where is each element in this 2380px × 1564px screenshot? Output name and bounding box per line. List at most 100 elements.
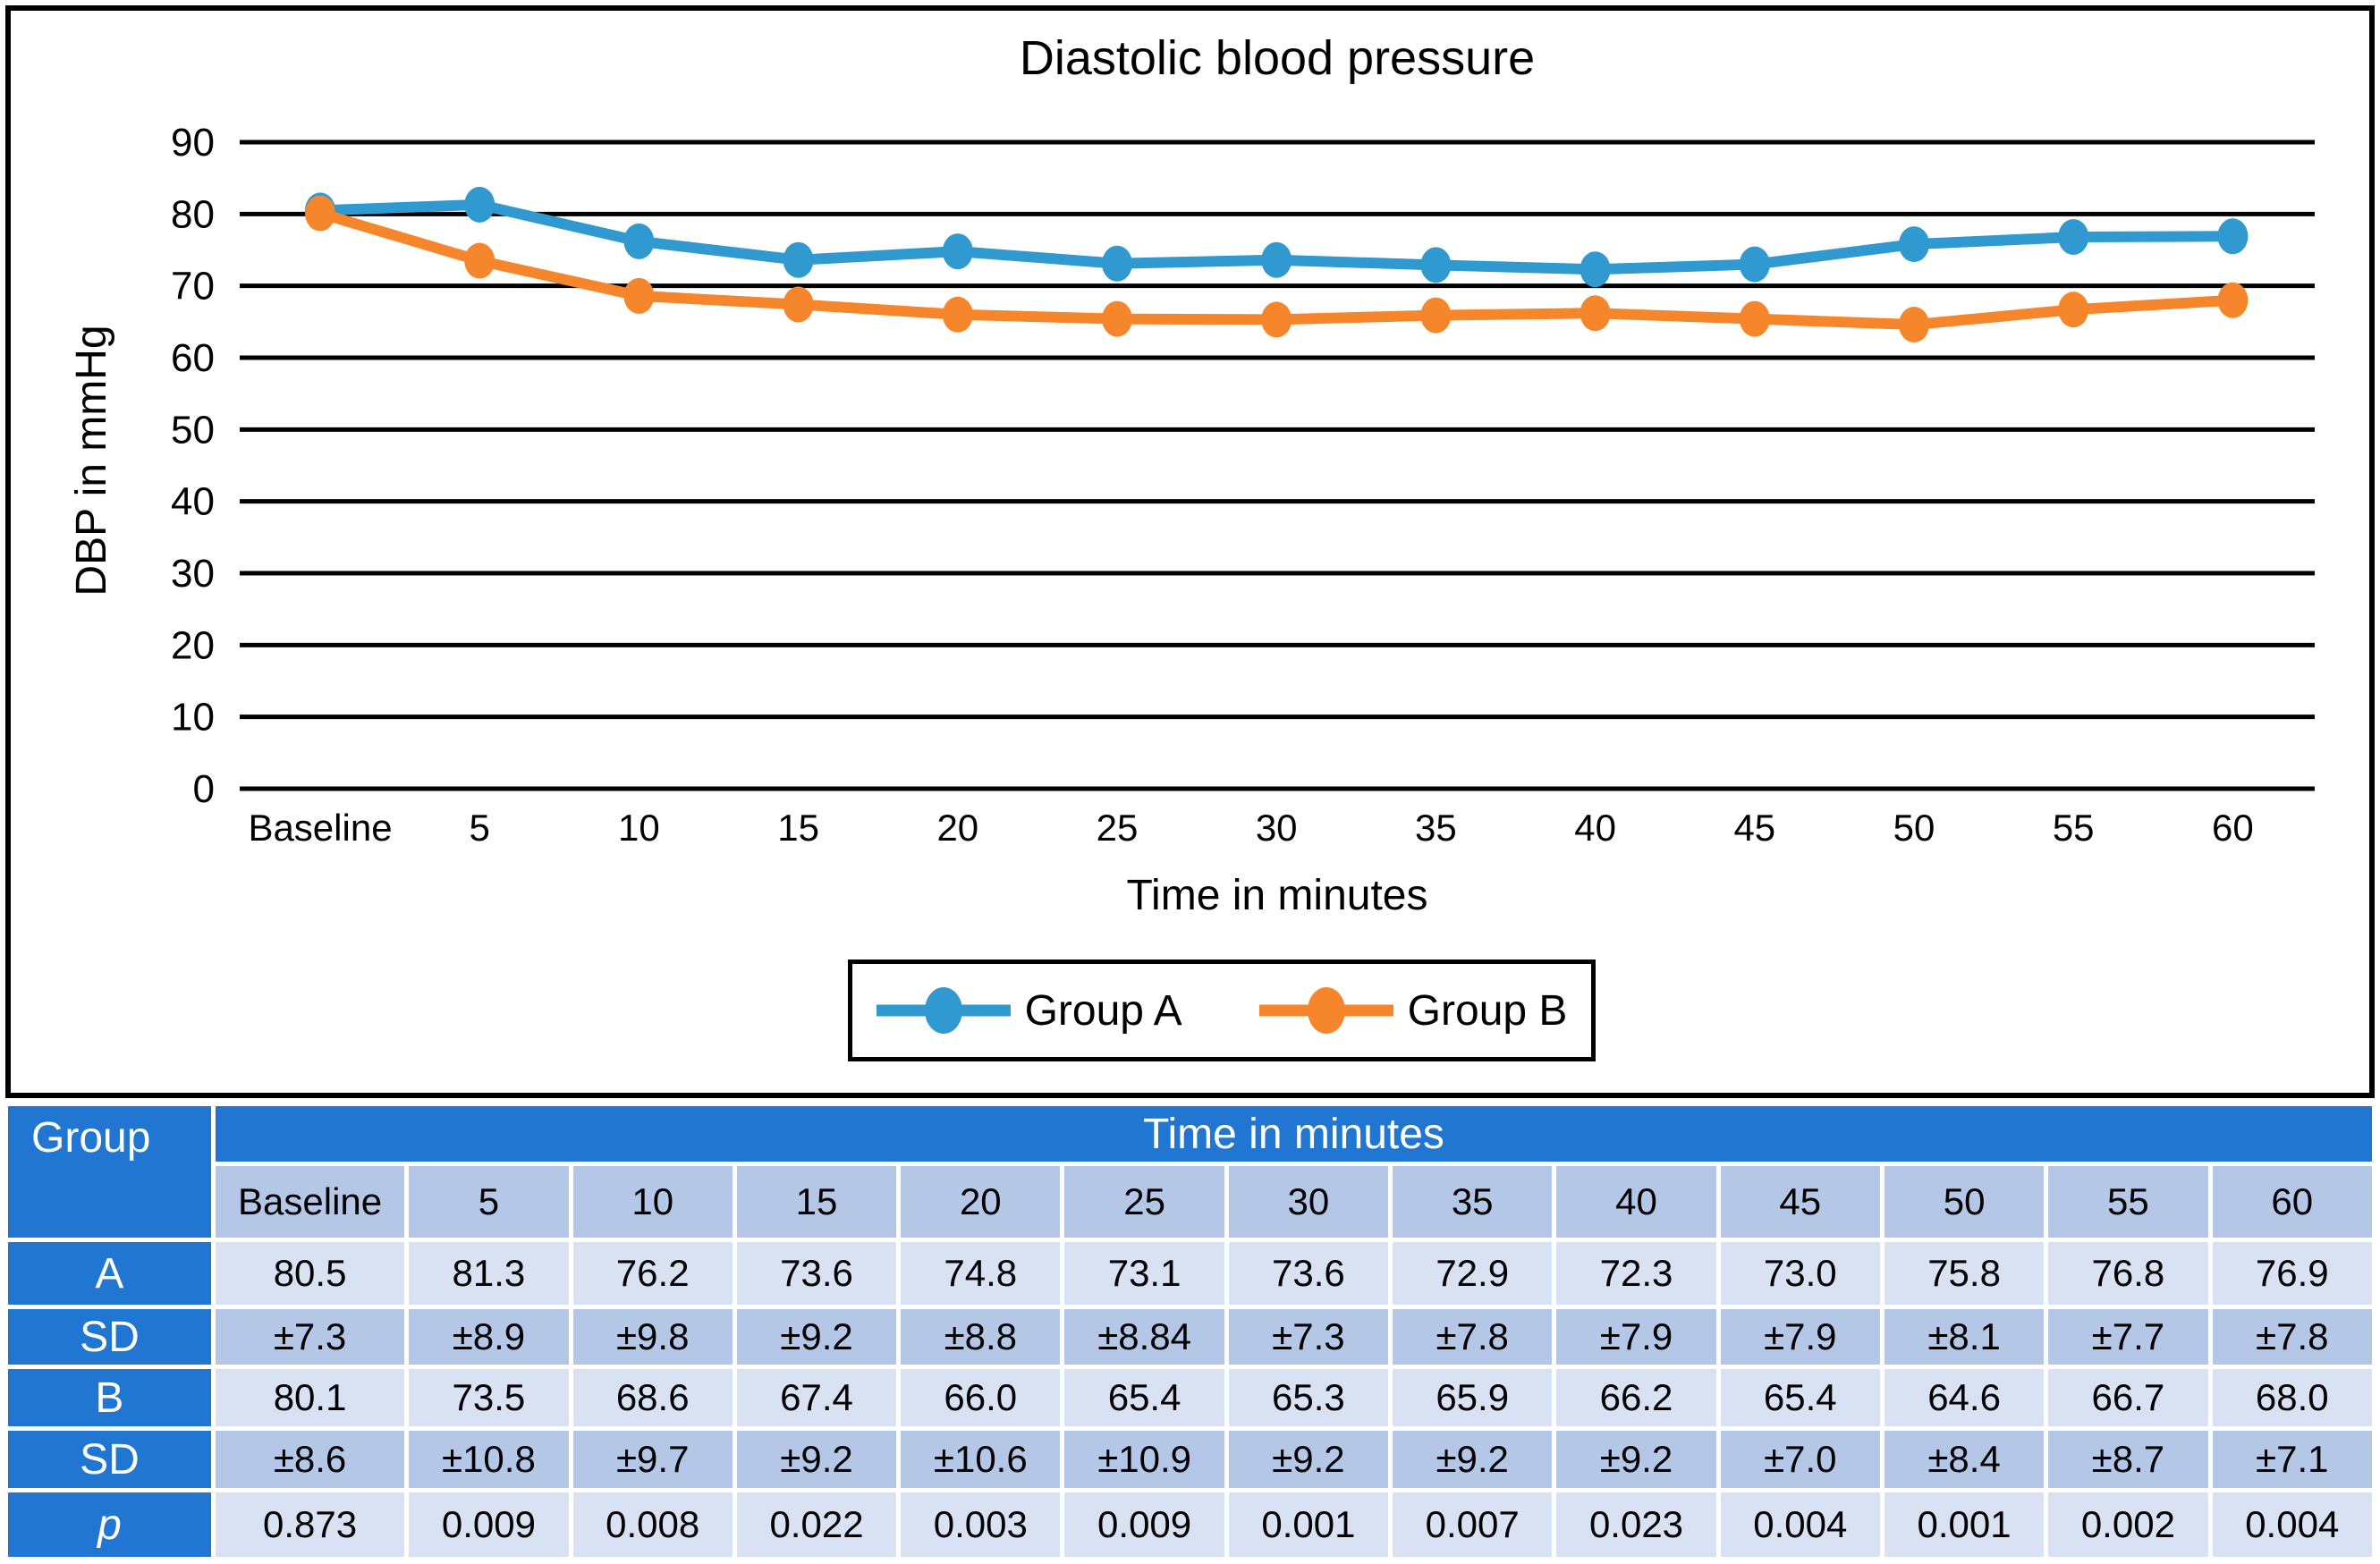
data-point	[783, 286, 814, 323]
data-point	[2217, 218, 2249, 255]
y-tick-label: 50	[171, 408, 215, 452]
column-header-15: 15	[736, 1166, 897, 1238]
x-tick-label: 20	[936, 807, 978, 849]
table-cell: 73.5	[409, 1369, 569, 1426]
y-tick-label: 30	[171, 552, 215, 596]
legend-marker-group-b	[1258, 987, 1393, 1034]
table-cell: 76.8	[2048, 1242, 2208, 1305]
series-group-b	[305, 195, 2249, 343]
x-tick-labels: Baseline 5 10 15 20 25 30 35 40 45 50 55 60	[248, 807, 2253, 849]
chart-figure: 0 10 20 30 40 50 60 70 80 90 Baseline 5 10 15 20 25 30 35…	[5, 5, 2375, 1098]
table-cell: 0.023	[1556, 1492, 1716, 1557]
row-label-sd: SD	[8, 1309, 211, 1365]
table-cell: 73.1	[1064, 1242, 1224, 1305]
legend-marker-group-a	[876, 987, 1011, 1034]
data-point	[2217, 282, 2249, 318]
legend-entry-group-a: Group A	[876, 982, 1182, 1039]
x-tick-label: 55	[2053, 807, 2095, 849]
table-row-b-2: B 80.1 73.5 68.6 67.4 66.0 65.4 65.3 65.9 66.2 65.…	[8, 1369, 2372, 1426]
x-tick-label: 50	[1893, 807, 1935, 849]
y-tick-label: 20	[171, 623, 215, 667]
table-cell: 68.0	[2212, 1369, 2372, 1426]
column-header-45: 45	[1720, 1166, 1880, 1238]
table-cell: 66.0	[901, 1369, 1061, 1426]
table-cell: 68.6	[572, 1369, 733, 1426]
data-point	[1261, 241, 1292, 278]
y-tick-label: 70	[171, 265, 215, 309]
table-row-sd-3: SD ±8.6 ±10.8 ±9.7 ±9.2 ±10.6 ±10.9 ±9.2 ±9.2 ±9.…	[8, 1431, 2372, 1488]
column-header-35: 35	[1393, 1166, 1553, 1238]
y-tick-label: 40	[171, 480, 215, 524]
data-point	[623, 223, 655, 259]
table-cell: 76.2	[572, 1242, 733, 1305]
column-header-5: 5	[409, 1166, 569, 1238]
column-header-55: 55	[2048, 1166, 2208, 1238]
table-row-p-4: p 0.873 0.009 0.008 0.022 0.003 0.009 0.001 0.00…	[8, 1492, 2372, 1557]
table-cell: ±7.3	[215, 1309, 405, 1365]
table-cell: ±8.8	[901, 1309, 1061, 1365]
table-cell: 0.022	[736, 1492, 897, 1557]
y-tick-label: 90	[171, 121, 215, 165]
column-header-60: 60	[2212, 1166, 2372, 1238]
x-tick-label: 5	[470, 807, 490, 849]
table-cell: ±8.7	[2048, 1431, 2208, 1488]
table-cell: 64.6	[1884, 1369, 2045, 1426]
legend-label-group-b: Group B	[1407, 986, 1568, 1035]
data-table-section: Group Time in minutes Baseline 5 10 15 20 25 30 3…	[4, 1102, 2376, 1561]
row-label-a: A	[8, 1242, 211, 1305]
data-point	[942, 296, 973, 333]
table-cell: ±9.2	[736, 1431, 897, 1488]
table-cell: 72.3	[1556, 1242, 1716, 1305]
table-cell: 0.004	[1720, 1492, 1880, 1557]
column-header-40: 40	[1556, 1166, 1716, 1238]
table-cell: 65.4	[1064, 1369, 1224, 1426]
data-point	[1580, 251, 1611, 288]
table-cell: 66.7	[2048, 1369, 2208, 1426]
x-tick-label: 25	[1097, 807, 1139, 849]
time-header-cell: Time in minutes	[215, 1106, 2372, 1162]
table-cell: 0.007	[1393, 1492, 1553, 1557]
legend-entry-group-b: Group B	[1258, 982, 1568, 1039]
chart-title: Diastolic blood pressure	[1019, 31, 1536, 85]
table-cell: 75.8	[1884, 1242, 2045, 1305]
table-cell: 80.5	[215, 1242, 405, 1305]
x-tick-label: Baseline	[248, 807, 392, 849]
y-tick-label: 80	[171, 192, 215, 236]
table-cell: 72.9	[1393, 1242, 1553, 1305]
data-point	[783, 241, 814, 278]
data-point	[305, 195, 335, 232]
table-cell: ±9.2	[1228, 1431, 1389, 1488]
table-cell: 65.3	[1228, 1369, 1389, 1426]
table-cell: ±9.2	[1393, 1431, 1553, 1488]
table-cell: ±10.9	[1064, 1431, 1224, 1488]
y-tick-label: 10	[171, 696, 215, 740]
table-cell: ±7.9	[1556, 1309, 1716, 1365]
x-tick-label: 45	[1733, 807, 1775, 849]
column-header-baseline: Baseline	[215, 1166, 405, 1238]
data-point	[1739, 246, 1770, 283]
gridlines: 0 10 20 30 40 50 60 70 80 90	[171, 121, 2315, 811]
row-label-sd: SD	[8, 1431, 211, 1488]
table-cell: 67.4	[736, 1369, 897, 1426]
x-tick-label: 35	[1415, 807, 1457, 849]
x-tick-label: 30	[1256, 807, 1298, 849]
x-tick-label: 10	[618, 807, 660, 849]
data-point	[1261, 301, 1292, 338]
table-cell: ±7.0	[1720, 1431, 1880, 1488]
table-cell: 0.001	[1884, 1492, 2045, 1557]
data-point	[942, 233, 973, 270]
dbp-line-chart: 0 10 20 30 40 50 60 70 80 90 Baseline 5 10 15 20 25 30 35…	[171, 121, 2315, 849]
x-tick-label: 40	[1574, 807, 1616, 849]
table-cell: 0.009	[1064, 1492, 1224, 1557]
data-point	[1580, 295, 1611, 332]
column-header-50: 50	[1884, 1166, 2045, 1238]
row-label-p: p	[8, 1492, 211, 1557]
table-cell: ±7.8	[1393, 1309, 1553, 1365]
table-cell: ±8.6	[215, 1431, 405, 1488]
table-cell: 66.2	[1556, 1369, 1716, 1426]
table-cell: 0.003	[901, 1492, 1061, 1557]
table-cell: ±8.1	[1884, 1309, 2045, 1365]
table-cell: 73.6	[1228, 1242, 1389, 1305]
table-cell: ±8.9	[409, 1309, 569, 1365]
table-cell: 0.004	[2212, 1492, 2372, 1557]
